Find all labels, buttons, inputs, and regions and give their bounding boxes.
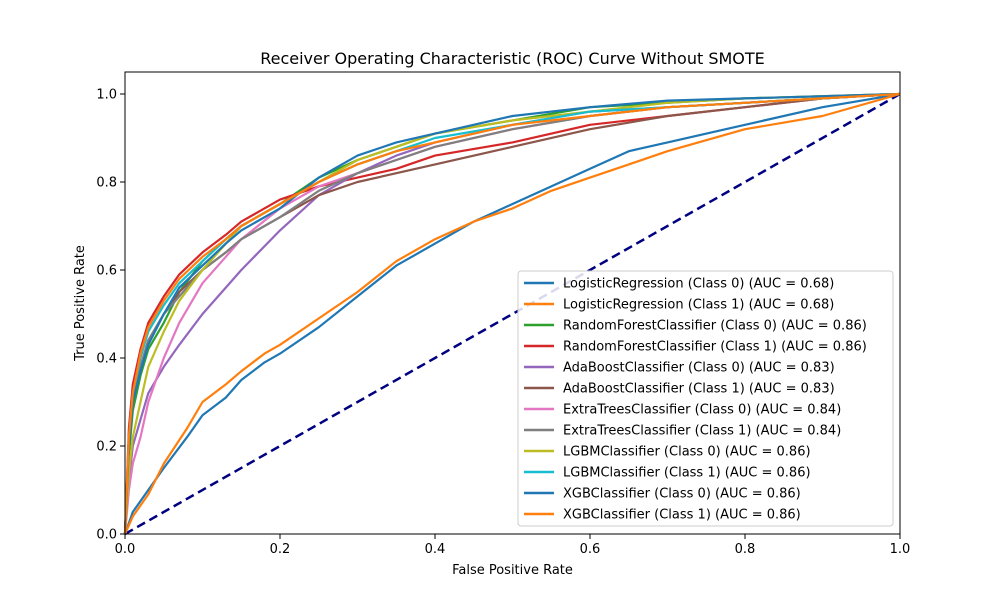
legend-label-0: LogisticRegression (Class 0) (AUC = 0.68… — [563, 277, 834, 292]
x-tick-label-4: 0.8 — [735, 542, 756, 557]
legend-label-2: RandomForestClassifier (Class 0) (AUC = … — [563, 319, 867, 334]
plot-frame — [124, 71, 901, 535]
legend-box — [517, 270, 894, 527]
y-axis: 0.0 0.2 0.4 0.6 0.8 1.0 — [96, 88, 125, 543]
diagonal-reference-line — [124, 92, 901, 536]
legend-label-7: ExtraTreesClassifier (Class 1) (AUC = 0.… — [563, 424, 841, 439]
x-tick-label-2: 0.4 — [425, 542, 446, 557]
x-axis-label: False Positive Rate — [452, 563, 573, 578]
legend-label-9: LGBMClassifier (Class 1) (AUC = 0.86) — [563, 466, 811, 481]
y-tick-label-5: 1.0 — [96, 88, 117, 103]
legend-items: LogisticRegression (Class 0) (AUC = 0.68… — [524, 277, 867, 523]
series-line-3 — [123, 92, 901, 535]
series-line-11 — [123, 92, 901, 535]
x-tick-label-0: 0.0 — [115, 542, 136, 557]
plot-curves — [123, 92, 901, 536]
x-axis: 0.0 0.2 0.4 0.6 0.8 1.0 — [115, 534, 911, 557]
chart-title: Receiver Operating Characteristic (ROC) … — [260, 49, 765, 68]
y-tick-label-1: 0.2 — [96, 440, 117, 455]
y-tick-label-4: 0.8 — [96, 176, 117, 191]
x-tick-label-1: 0.2 — [270, 542, 291, 557]
legend: LogisticRegression (Class 0) (AUC = 0.68… — [517, 270, 894, 527]
legend-label-1: LogisticRegression (Class 1) (AUC = 0.68… — [563, 298, 834, 313]
x-tick-label-5: 1.0 — [890, 542, 911, 557]
legend-label-3: RandomForestClassifier (Class 1) (AUC = … — [563, 340, 867, 355]
legend-label-4: AdaBoostClassifier (Class 0) (AUC = 0.83… — [563, 361, 835, 376]
legend-label-11: XGBClassifier (Class 1) (AUC = 0.86) — [563, 508, 801, 523]
legend-label-10: XGBClassifier (Class 0) (AUC = 0.86) — [563, 487, 801, 502]
legend-label-6: ExtraTreesClassifier (Class 0) (AUC = 0.… — [563, 403, 841, 418]
series-line-0 — [123, 92, 901, 535]
legend-label-8: LGBMClassifier (Class 0) (AUC = 0.86) — [563, 445, 811, 460]
x-tick-label-3: 0.6 — [580, 542, 601, 557]
series-line-10 — [123, 92, 901, 535]
legend-label-5: AdaBoostClassifier (Class 1) (AUC = 0.83… — [563, 382, 835, 397]
series-line-1 — [123, 92, 901, 535]
y-axis-label: True Positive Rate — [73, 245, 88, 362]
y-tick-label-0: 0.0 — [96, 528, 117, 543]
y-tick-label-2: 0.4 — [96, 352, 117, 367]
y-tick-label-3: 0.6 — [96, 264, 117, 279]
